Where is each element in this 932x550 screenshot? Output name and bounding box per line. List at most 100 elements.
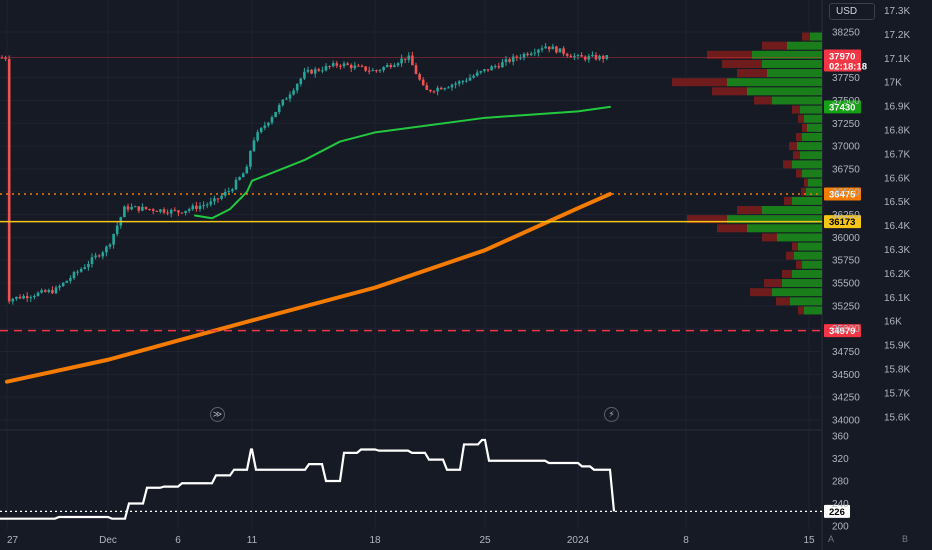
candle-down	[7, 58, 11, 302]
time-tick-label: 6	[175, 535, 181, 546]
candle-down	[51, 290, 54, 294]
price-tag-label: 37430	[829, 102, 855, 113]
volume-profile-up-bar	[772, 96, 822, 105]
candle-up	[252, 140, 256, 151]
candle-up	[115, 225, 119, 234]
price-tag	[824, 49, 861, 72]
secondary-tick-label: 15.6K	[884, 412, 910, 423]
candle-down	[364, 66, 367, 71]
volume-profile-up-bar	[808, 178, 822, 187]
candle-down	[339, 65, 342, 67]
candle-up	[11, 298, 15, 302]
volume-profile-up-bar	[792, 160, 822, 169]
candle-down	[18, 296, 22, 299]
candle-down	[594, 54, 598, 60]
volume-profile-down-bar	[762, 233, 777, 242]
volume-profile-up-bar	[792, 269, 822, 278]
secondary-tick-label: 17.1K	[884, 54, 910, 65]
candle-down	[411, 55, 414, 66]
volume-profile-down-bar	[804, 178, 808, 187]
candle-up	[558, 48, 562, 53]
time-tick-label: 18	[369, 535, 381, 546]
candle-up	[479, 71, 483, 73]
candle-up	[573, 55, 576, 58]
candle-up	[447, 87, 450, 89]
candle-down	[173, 209, 177, 211]
candle-up	[382, 67, 385, 71]
price-tick-label: 37750	[832, 73, 860, 84]
candle-up	[123, 206, 126, 218]
candle-down	[317, 69, 321, 71]
candle-down	[335, 63, 339, 66]
candle-down	[432, 91, 436, 93]
candle-up	[101, 252, 105, 257]
candle-up	[29, 297, 33, 299]
indicator-line	[0, 438, 616, 520]
volume-profile-down-bar	[796, 169, 802, 178]
volume-profile-down-bar	[782, 269, 792, 278]
candle-up	[306, 69, 310, 72]
go-to-icon[interactable]: ≫	[210, 407, 225, 422]
candle-down	[357, 65, 360, 67]
candle-up	[461, 81, 465, 83]
candle-up	[493, 66, 497, 68]
candle-up	[468, 77, 472, 81]
replay-icon[interactable]: A	[828, 534, 835, 544]
lightning-icon[interactable]: ⚡	[604, 407, 619, 422]
candle-up	[238, 177, 241, 180]
volume-profile-down-bar	[762, 41, 787, 50]
settings-icon[interactable]: B	[902, 534, 909, 544]
volume-profile-up-bar	[747, 224, 822, 233]
candle-up	[58, 285, 61, 288]
volume-profile-down-bar	[776, 297, 790, 306]
volume-profile-down-bar	[792, 105, 800, 114]
secondary-tick-label: 16.2K	[884, 269, 910, 280]
indicator-tick-label: 280	[832, 477, 849, 488]
candle-up	[47, 290, 51, 292]
candle-up	[220, 195, 223, 199]
volume-profile-down-bar	[798, 114, 804, 123]
time-tick-label: 11	[247, 535, 258, 546]
volume-profile-up-bar	[787, 41, 822, 50]
indicator-tag-label: 226	[829, 507, 845, 518]
candle-up	[454, 83, 457, 85]
candle-up	[259, 127, 263, 133]
candle-down	[547, 46, 551, 50]
volume-profile-up-bar	[747, 87, 822, 96]
candle-up	[159, 209, 162, 212]
candle-up	[241, 173, 245, 178]
volume-profile-down-bar	[789, 142, 797, 151]
price-tick-label: 34750	[832, 347, 860, 358]
secondary-tick-label: 16.3K	[884, 245, 910, 256]
candle-up	[443, 88, 447, 90]
indicator-tick-label: 360	[832, 432, 849, 443]
volume-profile-down-bar	[750, 288, 772, 297]
price-tick-label: 35500	[832, 279, 860, 290]
secondary-tick-label: 16K	[884, 317, 902, 328]
indicator-tick-label: 320	[832, 454, 849, 465]
volume-profile-down-bar	[712, 87, 747, 96]
axes: 38250 37750 37500 37250 37000 36750 36500 36250…	[7, 6, 910, 546]
candle-up	[202, 205, 205, 207]
volume-profile-up-bar	[810, 32, 822, 41]
candle-up	[303, 71, 306, 79]
candle-up	[76, 271, 79, 273]
volume-profile-up-bar	[802, 132, 822, 141]
candle-up	[511, 56, 515, 62]
time-tick-label: 8	[683, 535, 689, 546]
candle-up	[108, 244, 112, 247]
price-tick-label: 36750	[832, 164, 860, 175]
candle-up	[281, 99, 285, 106]
candle-down	[389, 64, 393, 68]
candle-up	[141, 206, 144, 211]
candle-up	[65, 280, 69, 283]
currency-selector[interactable]: USD	[829, 3, 875, 20]
secondary-tick-label: 16.4K	[884, 221, 910, 232]
price-tick-label: 34000	[832, 416, 860, 427]
volume-profile-up-bar	[797, 142, 822, 151]
candle-up	[371, 70, 375, 72]
candle-up	[231, 189, 234, 192]
volume-profile-up-bar	[767, 69, 822, 78]
candle-up	[22, 296, 25, 299]
